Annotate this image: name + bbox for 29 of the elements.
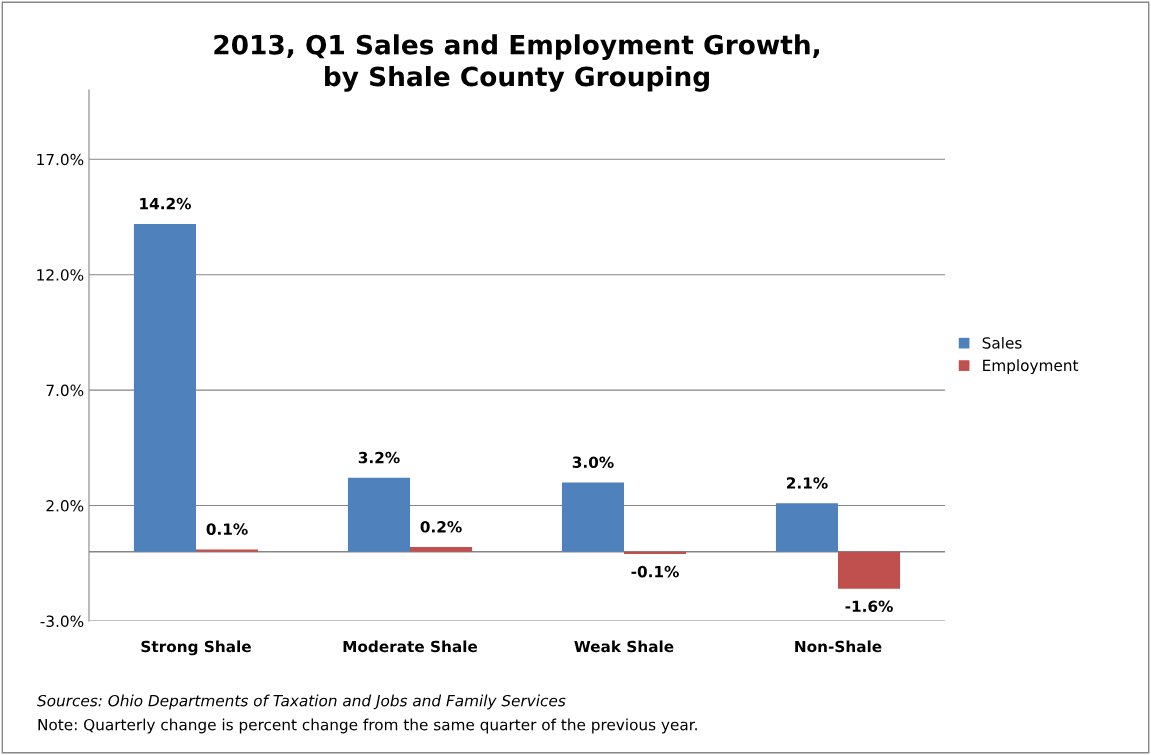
data-label: 3.2% xyxy=(358,451,400,464)
source-note: Sources: Ohio Departments of Taxation and Jobs and Family Services xyxy=(37,694,566,710)
x-tick-label: Moderate Shale xyxy=(343,640,478,653)
data-label: 3.0% xyxy=(572,456,614,468)
text: Note: Quarterly change is percent change from the same quarter of the previous year. xyxy=(38,718,697,734)
x-tick-label: Weak Shale xyxy=(574,640,674,653)
data-label: 0.2% xyxy=(420,521,462,533)
y-tick-label: 17.0% xyxy=(37,153,84,166)
data-label: -1.6% xyxy=(845,600,893,613)
bar xyxy=(133,223,196,552)
bar xyxy=(347,477,410,552)
y-tick-label: 2.0% xyxy=(46,500,84,512)
data-label: 0.1% xyxy=(206,523,248,535)
bar xyxy=(561,482,624,552)
y-tick-label: 7.0% xyxy=(46,384,84,397)
bar xyxy=(775,503,838,552)
legend-label: Employment xyxy=(983,359,1079,375)
data-label: -0.1% xyxy=(631,565,679,578)
y-tick-label: -3.0% xyxy=(40,615,84,628)
x-tick-label: Strong Shale xyxy=(141,640,251,656)
x-tick-label: Non-Shale xyxy=(795,640,882,653)
data-label: 14.2% xyxy=(140,197,191,210)
bar xyxy=(196,549,259,552)
y-tick-label: 12.0% xyxy=(37,269,84,281)
bar xyxy=(410,547,473,552)
data-label: 2.1% xyxy=(786,477,828,489)
bar xyxy=(838,551,901,589)
chart-title: 2013, Q1 Sales and Employment Growth, by Shale County Grouping xyxy=(214,34,819,92)
legend-label: Sales xyxy=(982,336,1022,349)
